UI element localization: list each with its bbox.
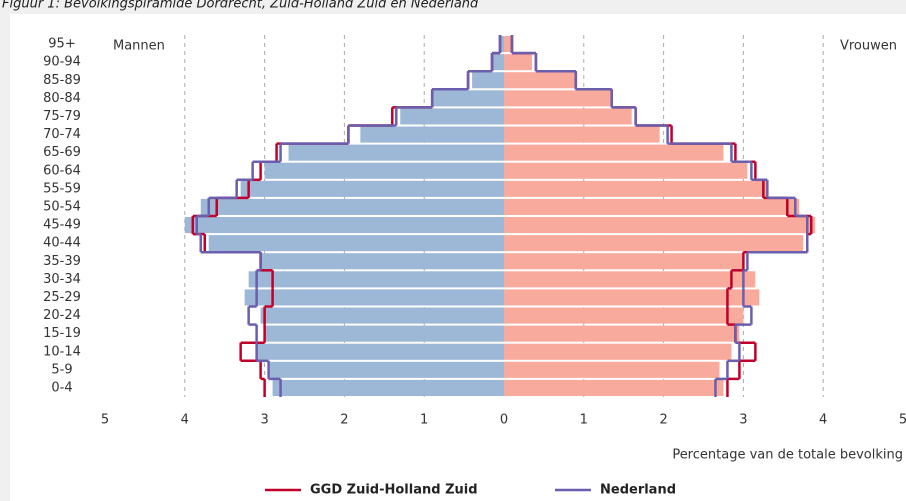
bar [504, 126, 660, 143]
bar [504, 36, 512, 53]
bar [504, 235, 804, 252]
x-tick-label: 2 [340, 413, 348, 428]
bar [504, 217, 816, 234]
bar [260, 253, 504, 270]
x-tick-label: 5 [101, 413, 109, 428]
y-tick-label: 10-14 [43, 344, 81, 359]
bar [500, 36, 504, 53]
x-tick-label: 0 [500, 413, 508, 428]
bar [504, 144, 724, 161]
bar [264, 162, 504, 179]
x-tick-label: 1 [580, 413, 588, 428]
y-tick-label: 15-19 [43, 326, 81, 341]
bar [504, 379, 724, 396]
y-tick-label: 65-69 [43, 145, 81, 160]
x-tick-label: 4 [819, 413, 827, 428]
group-label: Vrouwen [840, 39, 897, 54]
bar [268, 361, 504, 378]
y-tick-label: 20-24 [43, 308, 81, 323]
bar [256, 343, 504, 360]
x-tick-label: 5 [899, 413, 906, 428]
y-tick-label: 85-89 [43, 73, 81, 88]
bar [260, 307, 504, 324]
bar [492, 54, 504, 71]
group-label: Mannen [113, 39, 165, 54]
y-tick-label: 50-54 [43, 199, 81, 214]
bar [504, 325, 740, 342]
x-tick-label: 1 [420, 413, 428, 428]
bar [504, 307, 744, 324]
bar [504, 253, 744, 270]
x-tick-label: 2 [659, 413, 667, 428]
bar [504, 271, 756, 288]
legend-label: Nederland [600, 483, 676, 498]
bar [272, 379, 504, 396]
bar [400, 108, 504, 125]
y-tick-label: 55-59 [43, 181, 81, 196]
y-tick-label: 5-9 [51, 362, 72, 377]
y-tick-label: 80-84 [43, 91, 81, 106]
bar [208, 235, 505, 252]
y-tick-label: 35-39 [43, 254, 81, 269]
bar [504, 180, 768, 197]
legend-label: GGD Zuid-Holland Zuid [310, 483, 478, 498]
bar [288, 144, 504, 161]
bar [504, 108, 632, 125]
bar [504, 54, 532, 71]
bar [240, 180, 504, 197]
y-tick-label: 40-44 [43, 236, 81, 251]
bar [504, 343, 732, 360]
y-tick-label: 90-94 [43, 55, 81, 70]
bar [472, 72, 504, 89]
bar [248, 271, 504, 288]
y-tick-label: 45-49 [43, 218, 81, 233]
bar [504, 162, 748, 179]
y-tick-label: 75-79 [43, 109, 81, 124]
y-tick-label: 25-29 [43, 290, 81, 305]
y-tick-label: 95+ [48, 37, 75, 52]
y-tick-label: 0-4 [51, 380, 72, 395]
x-axis-title: Percentage van de totale bevolking [672, 448, 903, 463]
bar [244, 289, 504, 306]
bar [504, 361, 720, 378]
y-tick-label: 70-74 [43, 127, 81, 142]
bar [264, 325, 504, 342]
chart-title: Figuur 1: Bevolkingspiramide Dordrecht, … [2, 0, 479, 12]
x-tick-label: 3 [739, 413, 747, 428]
bar [504, 72, 576, 89]
y-tick-label: 60-64 [43, 163, 81, 178]
y-tick-label: 30-34 [43, 272, 81, 287]
bar [184, 217, 505, 234]
x-tick-label: 3 [260, 413, 268, 428]
bar [504, 289, 760, 306]
bar [432, 90, 504, 107]
bar [504, 90, 612, 107]
bar [360, 126, 504, 143]
bar [200, 198, 504, 215]
x-tick-label: 4 [181, 413, 189, 428]
bar [504, 198, 800, 215]
